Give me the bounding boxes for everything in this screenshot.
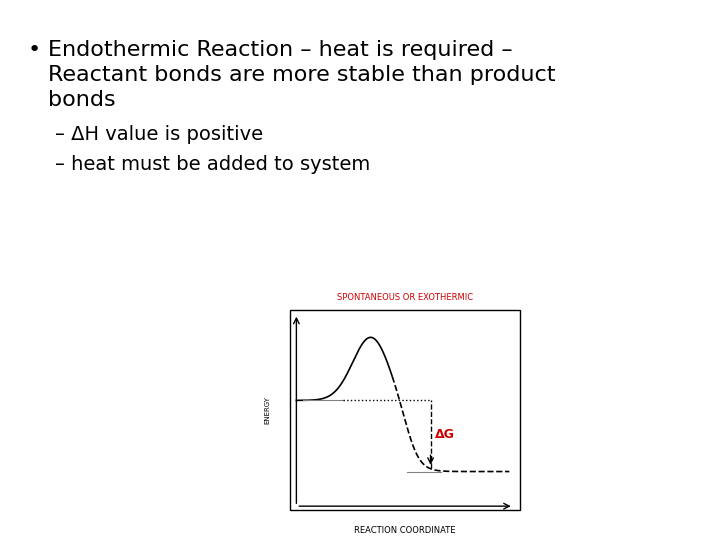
Text: •: •: [28, 40, 41, 60]
Text: Endothermic Reaction – heat is required –: Endothermic Reaction – heat is required …: [48, 40, 513, 60]
Text: REACTION COORDINATE: REACTION COORDINATE: [354, 526, 456, 535]
Text: – ΔH value is positive: – ΔH value is positive: [55, 125, 263, 144]
Text: Reactant bonds are more stable than product: Reactant bonds are more stable than prod…: [48, 65, 556, 85]
Text: ΔG: ΔG: [435, 428, 455, 441]
Text: SPONTANEOUS OR EXOTHERMIC: SPONTANEOUS OR EXOTHERMIC: [337, 293, 473, 302]
Text: bonds: bonds: [48, 90, 116, 110]
Bar: [290, 310, 520, 510]
Text: ENERGY: ENERGY: [264, 396, 270, 424]
Text: – heat must be added to system: – heat must be added to system: [55, 155, 370, 174]
